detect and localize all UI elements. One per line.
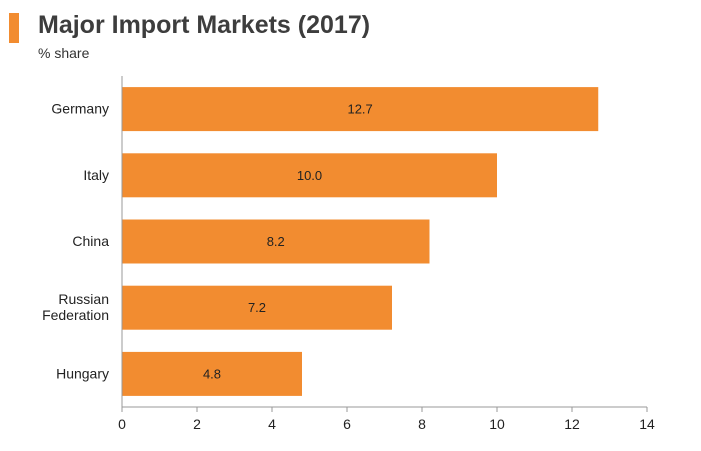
chart-subtitle: % share [38, 45, 90, 61]
bar-value-label: 4.8 [203, 366, 221, 381]
x-tick-label: 0 [118, 416, 126, 432]
chart-title: Major Import Markets (2017) [38, 11, 371, 39]
x-tick-label: 10 [489, 416, 505, 432]
category-label: Hungary [56, 365, 109, 381]
bar [122, 153, 497, 198]
category-label: Germany [51, 101, 109, 117]
category-label: Italy [83, 167, 109, 183]
bar-value-label: 12.7 [347, 102, 372, 117]
x-tick-label: 2 [193, 416, 201, 432]
bar-value-label: 10.0 [297, 168, 322, 183]
title-accent-bar [9, 13, 19, 43]
bar-value-label: 7.2 [248, 300, 266, 315]
category-label: Russian [58, 291, 109, 307]
bar-value-label: 8.2 [267, 234, 285, 249]
category-label: China [72, 233, 109, 249]
x-tick-label: 6 [343, 416, 351, 432]
bar-group: 12.7 10.0 8.2 7.2 4.8 [122, 87, 599, 396]
x-tick-label: 4 [268, 416, 276, 432]
x-tick-label: 8 [418, 416, 426, 432]
category-label: Federation [42, 307, 109, 323]
bar [122, 351, 302, 396]
bar [122, 87, 599, 132]
bar [122, 219, 430, 264]
bar [122, 285, 392, 330]
x-tick-label: 12 [564, 416, 580, 432]
x-tick-label: 14 [639, 416, 655, 432]
